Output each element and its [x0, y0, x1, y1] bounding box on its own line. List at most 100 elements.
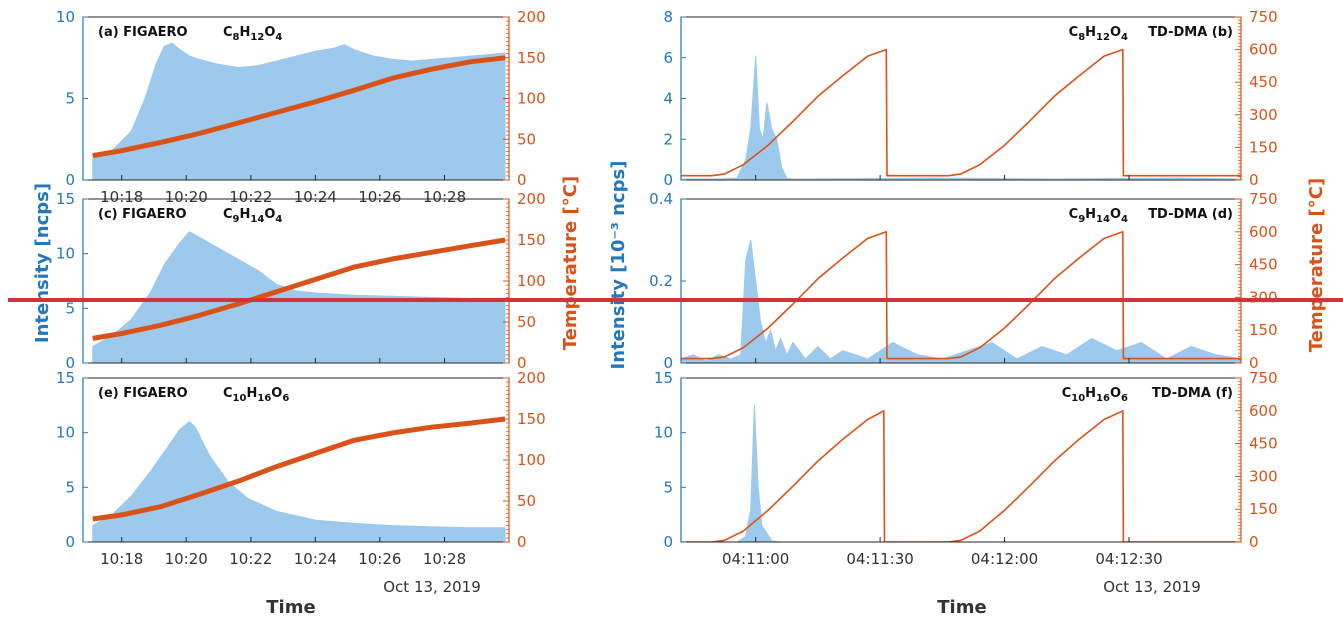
- y2tick-label-a-0: 0: [517, 171, 527, 189]
- right-date-label: Oct 13, 2019: [1103, 578, 1201, 596]
- y2tick-label-d-2: 300: [1249, 288, 1278, 306]
- panel-b: 0 2 4 6 8 0 150 300 450 600 750 TD-DMA (b) C8H12O4: [663, 8, 1277, 189]
- intensity-area-e: [92, 421, 506, 542]
- y2tick-label-f-3: 450: [1249, 435, 1278, 453]
- temperature-line-f: [681, 410, 1241, 542]
- panel-d: 0 0.2 0.4 0 150 300 450 600 750 TD-DMA (d) C9H14O4: [649, 190, 1278, 372]
- intensity-area-d: [681, 239, 1241, 363]
- y2tick-label-f-2: 300: [1249, 467, 1278, 485]
- ytick-label-b-4: 8: [663, 8, 673, 26]
- y2tick-label-c-0: 0: [517, 354, 527, 372]
- xtick-label-f-1: 04:11:30: [846, 550, 913, 568]
- mid-y-label: Intensity [10⁻³ ncps]: [608, 161, 629, 370]
- ytick-label-c-3: 15: [56, 190, 75, 208]
- ytick-label-a-1: 5: [65, 90, 75, 108]
- panel-formula-b: C8H12O4: [1069, 25, 1128, 43]
- panel-label-d: TD-DMA (d): [1148, 207, 1233, 222]
- y2tick-label-b-5: 750: [1249, 8, 1278, 26]
- y2tick-label-e-1: 50: [517, 492, 536, 510]
- y2tick-label-b-0: 0: [1249, 171, 1259, 189]
- xtick-label-e-4: 10:26: [358, 550, 401, 568]
- y2tick-label-d-4: 600: [1249, 223, 1278, 241]
- ytick-label-f-3: 15: [654, 369, 673, 387]
- temperature-line-b: [681, 48, 1241, 177]
- plot-area-e: [92, 416, 506, 542]
- intensity-area-f: [681, 405, 1241, 542]
- xtick-label-f-3: 04:12:30: [1095, 550, 1162, 568]
- ytick-label-a-2: 10: [56, 8, 75, 26]
- xtick-label-a-1: 10:20: [165, 188, 208, 206]
- y2tick-label-c-4: 200: [517, 190, 546, 208]
- panel-label-e: (e) FIGAERO: [98, 386, 188, 401]
- y2tick-label-f-0: 0: [1249, 533, 1259, 551]
- y2tick-label-a-3: 150: [517, 49, 546, 67]
- intensity-area-b: [681, 55, 1241, 180]
- ytick-label-c-0: 0: [65, 354, 75, 372]
- xtick-label-e-1: 10:20: [165, 550, 208, 568]
- y2tick-label-d-1: 150: [1249, 321, 1278, 339]
- panel-label-f: TD-DMA (f): [1152, 386, 1233, 401]
- panel-formula-c: C9H14O4: [223, 207, 282, 225]
- left-y2-label: Temperature [°C]: [560, 176, 581, 350]
- ytick-label-a-0: 0: [65, 171, 75, 189]
- xtick-label-e-0: 10:18: [100, 550, 143, 568]
- y2tick-label-a-1: 50: [517, 130, 536, 148]
- panel-formula-d: C9H14O4: [1069, 207, 1128, 225]
- ytick-label-d-0: 0: [663, 354, 673, 372]
- left-date-label: Oct 13, 2019: [383, 578, 481, 596]
- right-y2-label: Temperature [°C]: [1306, 178, 1327, 352]
- panel-label-a: (a) FIGAERO: [98, 25, 188, 40]
- y2tick-label-c-2: 100: [517, 272, 546, 290]
- left-x-label: Time: [266, 597, 315, 618]
- panel-label-c: (c) FIGAERO: [98, 207, 187, 222]
- y2tick-label-e-3: 150: [517, 410, 546, 428]
- y2tick-label-e-4: 200: [517, 369, 546, 387]
- xtick-label-e-2: 10:22: [229, 550, 272, 568]
- plot-area-c: [92, 231, 506, 363]
- ytick-label-f-1: 5: [663, 478, 673, 496]
- ytick-label-f-2: 10: [654, 424, 673, 442]
- ytick-label-e-3: 15: [56, 369, 75, 387]
- panel-formula-e: C10H16O6: [223, 386, 289, 404]
- panel-formula-a: C8H12O4: [223, 25, 282, 43]
- ytick-label-c-1: 5: [65, 299, 75, 317]
- plot-area-a: [92, 42, 506, 180]
- xtick-label-e-5: 10:28: [423, 550, 466, 568]
- y2tick-label-c-3: 150: [517, 231, 546, 249]
- ytick-label-b-2: 4: [663, 90, 673, 108]
- plot-area-b: [681, 48, 1241, 180]
- left-y-label: Intensity [ncps]: [32, 183, 53, 343]
- ytick-label-d-1: 0.2: [649, 272, 673, 290]
- right-x-label: Time: [937, 597, 986, 618]
- temperature-line-e: [92, 416, 506, 522]
- y2tick-label-e-2: 100: [517, 451, 546, 469]
- y2tick-label-a-4: 200: [517, 8, 546, 26]
- ytick-label-e-1: 5: [65, 478, 75, 496]
- y2tick-label-f-5: 750: [1249, 369, 1278, 387]
- temperature-line-a: [92, 55, 506, 159]
- y2tick-label-d-5: 750: [1249, 190, 1278, 208]
- temperature-line-d: [681, 231, 1241, 360]
- ytick-label-e-0: 0: [65, 533, 75, 551]
- panel-label-b: TD-DMA (b): [1148, 25, 1233, 40]
- xtick-label-e-3: 10:24: [294, 550, 337, 568]
- ytick-label-f-0: 0: [663, 533, 673, 551]
- temperature-line-c: [92, 237, 506, 341]
- plot-area-d: [681, 231, 1241, 363]
- y2tick-label-e-0: 0: [517, 533, 527, 551]
- y2tick-label-b-3: 450: [1249, 73, 1278, 91]
- y2tick-label-b-4: 600: [1249, 41, 1278, 59]
- ytick-label-b-0: 0: [663, 171, 673, 189]
- y2tick-label-c-1: 50: [517, 313, 536, 331]
- y2tick-label-b-2: 300: [1249, 106, 1278, 124]
- xtick-label-a-0: 10:18: [100, 188, 143, 206]
- y2tick-label-b-1: 150: [1249, 138, 1278, 156]
- ytick-label-d-2: 0.4: [649, 190, 673, 208]
- xtick-label-a-4: 10:26: [358, 188, 401, 206]
